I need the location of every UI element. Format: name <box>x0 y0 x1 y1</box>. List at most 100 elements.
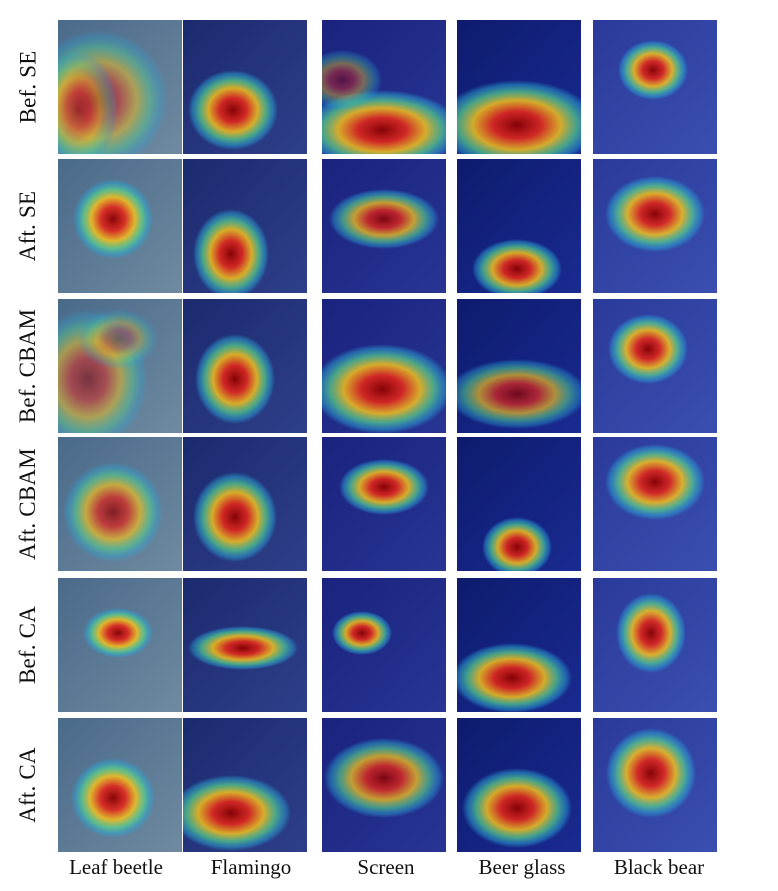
heatmap-image <box>457 299 581 433</box>
attention-hotspot <box>608 314 688 384</box>
attention-hotspot <box>329 189 439 249</box>
heatmap-image <box>322 20 446 154</box>
heatmap-image <box>322 578 446 712</box>
attention-hotspot <box>78 309 158 369</box>
attention-hotspot <box>457 80 581 154</box>
attention-hotspot <box>616 593 686 673</box>
attention-hotspot <box>193 472 277 562</box>
col-label-leaf-beetle: Leaf beetle <box>69 855 163 879</box>
heatmap-canvas <box>183 20 307 154</box>
attention-hotspot <box>457 643 572 712</box>
attention-hotspot <box>63 462 163 562</box>
attention-hotspot <box>605 444 705 520</box>
attention-hotspot <box>83 608 153 658</box>
heatmap-image <box>322 437 446 571</box>
heatmap-canvas <box>457 299 581 433</box>
attention-hotspot <box>58 50 118 154</box>
heatmap-canvas <box>457 437 581 571</box>
row-label-bef-se: Bef. SE <box>15 50 41 124</box>
heatmap-canvas <box>58 578 182 712</box>
attention-hotspot <box>339 459 429 515</box>
heatmap-image <box>457 437 581 571</box>
heatmap-canvas <box>322 20 446 154</box>
attention-hotspot <box>324 738 444 818</box>
attention-hotspot <box>195 334 275 424</box>
row-label-bef-cbam: Bef. CBAM <box>15 308 41 424</box>
heatmap-image <box>457 718 581 852</box>
attention-hotspot <box>188 70 278 150</box>
heatmap-canvas <box>322 437 446 571</box>
heatmap-image <box>593 299 717 433</box>
col-label-black-bear: Black bear <box>613 855 705 879</box>
attention-hotspot <box>183 775 291 851</box>
heatmap-canvas <box>183 159 307 293</box>
attention-hotspot <box>482 517 552 571</box>
heatmap-image <box>593 437 717 571</box>
heatmap-image <box>457 20 581 154</box>
heatmap-canvas <box>457 20 581 154</box>
heatmap-image <box>183 578 307 712</box>
row-label-bef-ca: Bef. CA <box>15 605 40 685</box>
heatmap-image <box>58 159 182 293</box>
heatmap-image <box>457 578 581 712</box>
heatmap-canvas <box>593 718 717 852</box>
heatmap-image <box>58 718 182 852</box>
attention-hotspot <box>457 359 581 429</box>
heatmap-image <box>593 578 717 712</box>
heatmap-canvas <box>58 20 182 154</box>
attention-hotspot <box>322 50 382 110</box>
heatmap-canvas <box>58 159 182 293</box>
heatmap-image <box>58 437 182 571</box>
col-label-screen: Screen <box>357 855 415 879</box>
row-label-aft-ca: Aft. CA <box>15 747 41 823</box>
attention-hotspot <box>188 626 298 670</box>
heatmap-image <box>322 299 446 433</box>
heatmap-image <box>183 437 307 571</box>
heatmap-image <box>58 578 182 712</box>
attention-hotspot <box>472 239 562 293</box>
heatmap-image <box>58 20 182 154</box>
attention-hotspot <box>605 176 705 252</box>
heatmap-image <box>58 299 182 433</box>
attention-hotspot <box>462 768 572 848</box>
heatmap-image <box>593 20 717 154</box>
heatmap-canvas <box>593 578 717 712</box>
heatmap-canvas <box>593 20 717 154</box>
heatmap-image <box>183 20 307 154</box>
heatmap-canvas <box>457 578 581 712</box>
heatmap-canvas <box>183 437 307 571</box>
heatmap-canvas <box>58 437 182 571</box>
heatmap-canvas <box>457 159 581 293</box>
heatmap-canvas <box>183 299 307 433</box>
heatmap-canvas <box>183 578 307 712</box>
col-label-flamingo: Flamingo <box>210 855 292 879</box>
heatmap-image <box>322 718 446 852</box>
heatmap-canvas <box>593 299 717 433</box>
col-label-beer-glass: Beer glass <box>478 855 566 879</box>
heatmap-image <box>322 159 446 293</box>
heatmap-image <box>183 159 307 293</box>
heatmap-canvas <box>322 718 446 852</box>
attention-hotspot <box>606 728 696 818</box>
heatmap-canvas <box>322 159 446 293</box>
row-label-aft-cbam: Aft. CBAM <box>15 448 41 560</box>
attention-hotspot <box>73 179 153 259</box>
attention-hotspot <box>618 40 688 100</box>
attention-hotspot <box>71 758 155 838</box>
heatmap-image <box>593 718 717 852</box>
attention-hotspot <box>322 344 446 433</box>
heatmap-canvas <box>322 578 446 712</box>
attention-hotspot <box>332 611 392 655</box>
heatmap-image <box>183 718 307 852</box>
attention-hotspot <box>193 209 269 293</box>
heatmap-image <box>183 299 307 433</box>
heatmap-canvas <box>183 718 307 852</box>
heatmap-image <box>593 159 717 293</box>
heatmap-canvas <box>457 718 581 852</box>
heatmap-image <box>457 159 581 293</box>
heatmap-canvas <box>58 718 182 852</box>
heatmap-canvas <box>322 299 446 433</box>
heatmap-canvas <box>593 437 717 571</box>
heatmap-canvas <box>58 299 182 433</box>
